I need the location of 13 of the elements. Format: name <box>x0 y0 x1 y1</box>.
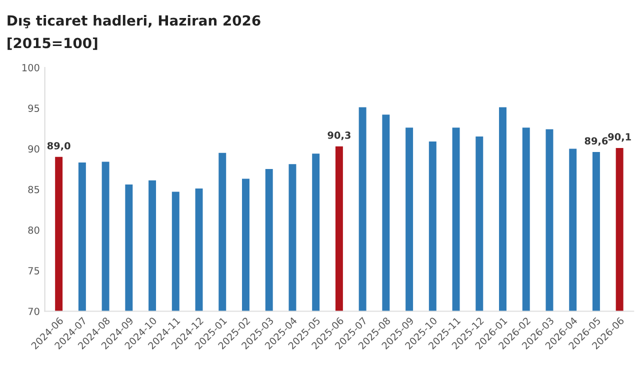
chart-subtitle: [2015=100] <box>8 38 98 50</box>
data-label: 89,0 <box>47 142 70 151</box>
chart-title: Dış ticaret hadleri, Haziran 2026 <box>8 15 260 28</box>
y-tick-label: 95 <box>28 104 40 112</box>
y-tick-label: 70 <box>28 308 40 316</box>
y-tick-label: 80 <box>28 226 40 234</box>
y-tick-label: 85 <box>28 186 40 194</box>
y-tick-label: 90 <box>28 145 40 153</box>
y-tick-label: 75 <box>28 267 40 274</box>
data-label: 89,6 <box>584 137 608 146</box>
data-label: 90,1 <box>608 133 631 142</box>
y-tick-label: 100 <box>22 64 40 72</box>
data-label: 90,3 <box>328 132 350 140</box>
